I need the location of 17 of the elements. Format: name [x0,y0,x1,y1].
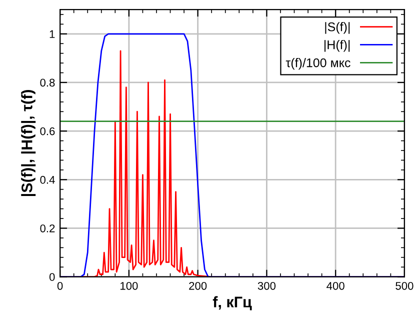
x-axis-title: f, кГц [212,296,252,310]
y-tick-label: 1 [50,30,55,38]
y-tick-label: 0.4 [40,176,55,184]
y-tick-label: 0.2 [40,224,55,232]
y-tick-label: 0 [49,273,55,281]
x-tick-label: 400 [326,282,344,290]
x-tick-label: 500 [396,282,414,290]
legend-label: |H(f)| [324,40,350,52]
y-axis-title: |S(f)|, |H(f)|, τ(f) [21,90,36,196]
legend-label: τ(f)/100 мкс [286,58,350,70]
x-tick-label: 300 [258,282,276,290]
x-tick-label: 200 [189,282,207,290]
x-tick-label: 100 [120,282,138,290]
x-tick-label: 0 [57,282,63,290]
y-tick-label: 0.6 [40,127,55,136]
legend-label: |S(f)| [325,22,350,34]
y-tick-label: 0.8 [40,78,55,87]
